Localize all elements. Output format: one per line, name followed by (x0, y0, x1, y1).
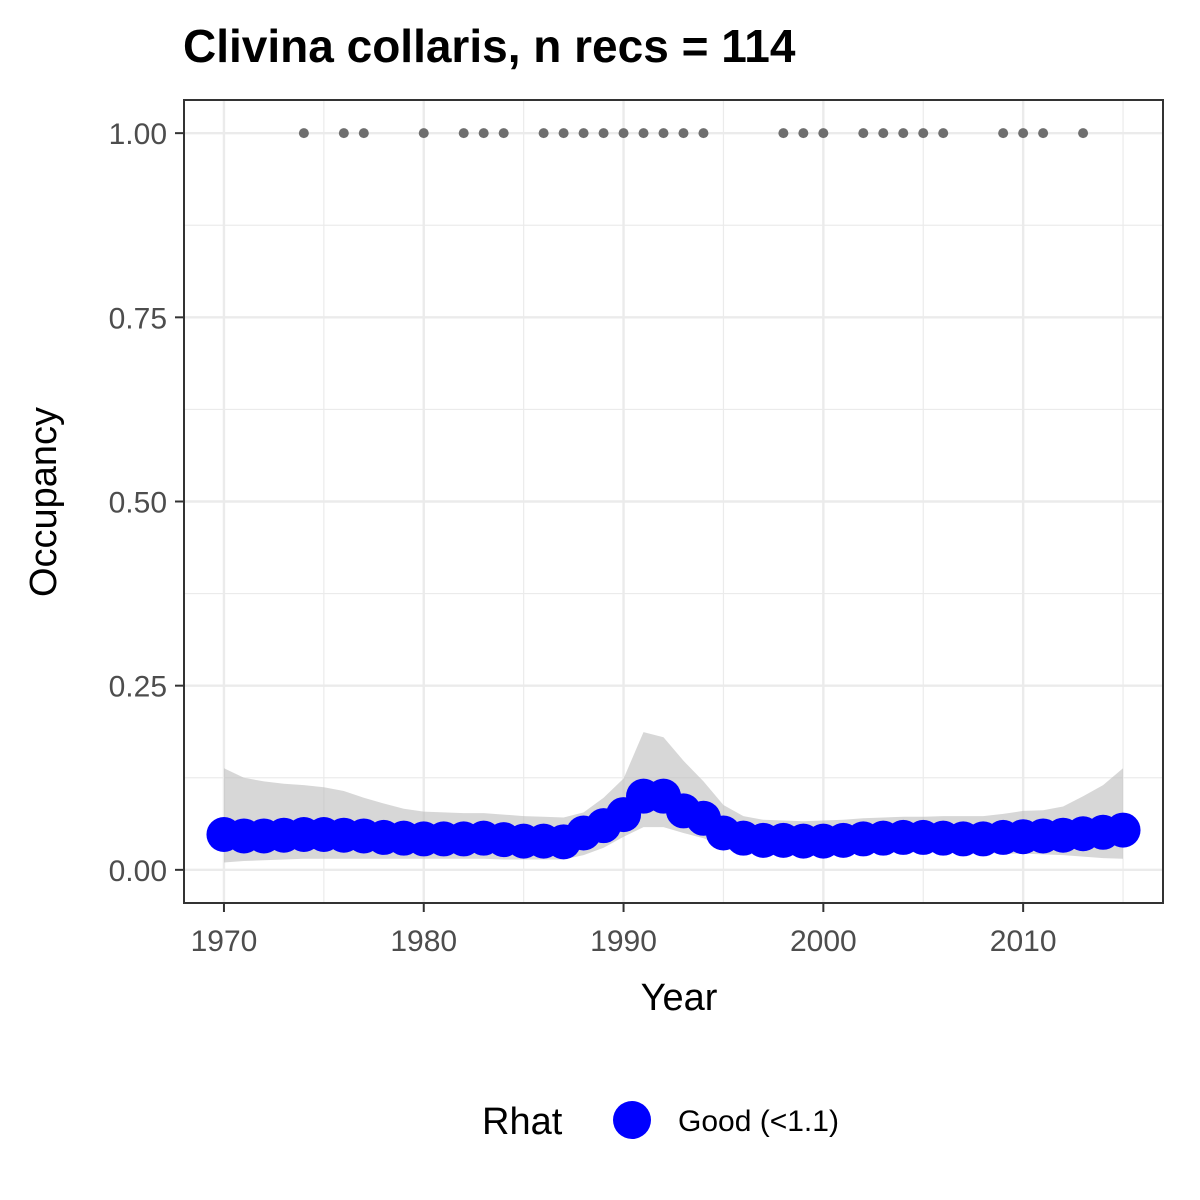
record-point (478, 128, 489, 139)
record-point (818, 128, 829, 139)
record-point (638, 128, 649, 139)
record-point (858, 128, 869, 139)
legend: Rhat Good (<1.1) (482, 1101, 839, 1143)
x-tick-label: 2000 (790, 925, 857, 958)
record-point (538, 128, 549, 139)
record-point (598, 128, 609, 139)
y-tick-label: 0.50 (109, 487, 167, 520)
y-tick-label: 0.75 (109, 302, 167, 335)
record-point (798, 128, 809, 139)
record-point (618, 128, 629, 139)
record-point (498, 128, 509, 139)
record-point (678, 128, 689, 139)
record-point (558, 128, 569, 139)
series-layer (206, 778, 1141, 860)
record-point (418, 128, 429, 139)
y-axis: 0.00 0.25 0.50 0.75 1.00 (109, 118, 184, 888)
x-tick-label: 2010 (990, 925, 1057, 958)
record-point (338, 128, 349, 139)
record-point (1078, 128, 1089, 139)
y-axis-title: Occupancy (23, 407, 65, 597)
x-tick-label: 1980 (390, 925, 457, 958)
record-point (898, 128, 909, 139)
record-point (998, 128, 1009, 139)
record-point (358, 128, 369, 139)
y-tick-label: 0.25 (109, 671, 167, 704)
record-point (658, 128, 669, 139)
legend-label-good: Good (<1.1) (678, 1105, 839, 1138)
x-axis-title: Year (641, 977, 718, 1019)
legend-key-good (613, 1101, 651, 1139)
record-point (1038, 128, 1049, 139)
x-tick-label: 1970 (191, 925, 258, 958)
record-point (298, 128, 309, 139)
record-point (918, 128, 929, 139)
record-point (578, 128, 589, 139)
x-tick-label: 1990 (590, 925, 657, 958)
records-layer (298, 128, 1089, 139)
x-axis: 1970 1980 1990 2000 2010 (191, 903, 1057, 958)
record-point (698, 128, 709, 139)
record-point (878, 128, 889, 139)
record-point (458, 128, 469, 139)
record-point (1018, 128, 1029, 139)
y-tick-label: 0.00 (109, 855, 167, 888)
chart-title: Clivina collaris, n recs = 114 (183, 20, 796, 72)
record-point (938, 128, 949, 139)
record-point (778, 128, 789, 139)
y-tick-label: 1.00 (109, 118, 167, 151)
series-point (1105, 812, 1141, 848)
legend-title: Rhat (482, 1101, 563, 1143)
